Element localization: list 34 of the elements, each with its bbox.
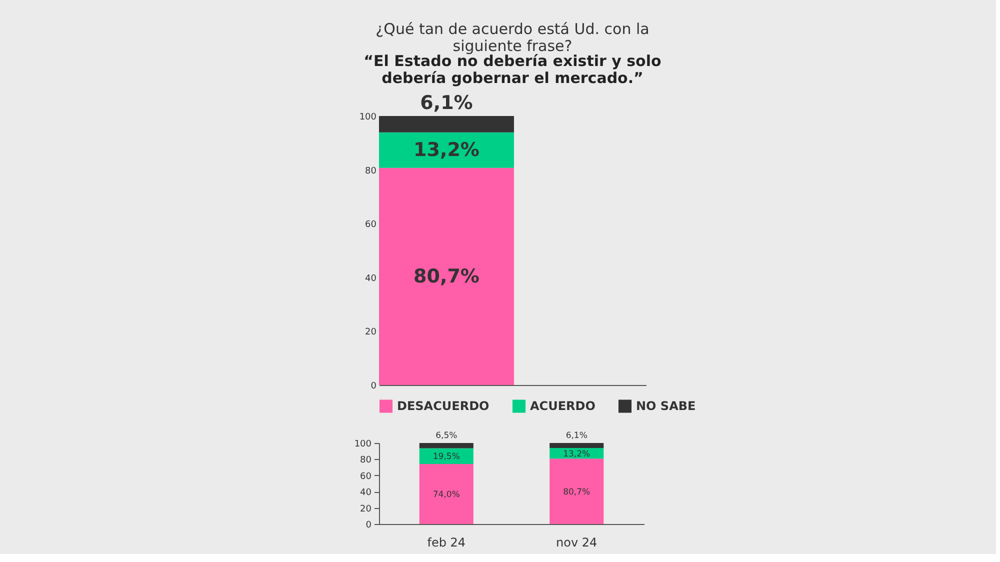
x-tick-label: feb 24 xyxy=(427,536,466,550)
y-tick-label: 60 xyxy=(365,220,377,230)
bar xyxy=(550,458,604,524)
data-label: 13,2% xyxy=(414,139,480,162)
data-label: 6,1% xyxy=(566,431,588,441)
y-tick-label: 60 xyxy=(360,472,372,482)
legend-label: NO SABE xyxy=(636,399,696,414)
bar xyxy=(379,116,514,132)
y-tick-label: 100 xyxy=(354,440,372,450)
y-tick-label: 0 xyxy=(370,382,377,392)
x-tick-label: nov 24 xyxy=(556,536,598,550)
y-tick-label: 40 xyxy=(360,488,372,498)
legend-label: ACUERDO xyxy=(530,399,596,414)
y-tick-label: 20 xyxy=(360,504,372,514)
data-label: 6,5% xyxy=(436,431,458,441)
bar xyxy=(379,168,514,385)
y-tick-label: 20 xyxy=(365,328,377,338)
chart-title: ¿Qué tan de acuerdo está Ud. con la siguiente frase? xyxy=(376,20,650,55)
data-label: 80,7% xyxy=(414,265,480,288)
bar xyxy=(419,443,474,448)
bar xyxy=(379,132,514,168)
data-label: 13,2% xyxy=(563,449,590,460)
y-tick-label: 0 xyxy=(366,520,372,530)
y-tick-label: 40 xyxy=(365,274,377,284)
bar xyxy=(419,464,474,524)
data-label: 19,5% xyxy=(432,452,460,462)
data-label: 74,0% xyxy=(432,490,460,500)
y-tick-label: 80 xyxy=(360,456,372,466)
bar xyxy=(550,443,604,448)
y-tick-label: 100 xyxy=(359,112,377,122)
data-label: 6,1% xyxy=(420,92,473,114)
legend-label: DESACUERDO xyxy=(397,399,490,414)
data-label: 80,7% xyxy=(563,487,590,498)
y-tick-label: 80 xyxy=(365,166,377,176)
